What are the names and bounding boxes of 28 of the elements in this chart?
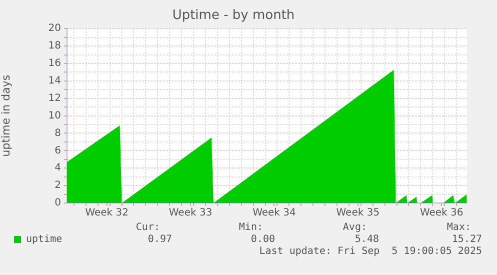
text: Cur: bbox=[136, 222, 160, 234]
text: 5.48 bbox=[354, 234, 379, 246]
x-tick-label: Week 34 bbox=[252, 208, 296, 219]
x-tick-label: Week 32 bbox=[85, 208, 129, 219]
y-tick-label: 16 bbox=[48, 58, 61, 70]
y-tick-label: 8 bbox=[54, 128, 61, 139]
text: 0.00 bbox=[250, 234, 275, 246]
y-axis-title: uptime in days bbox=[0, 74, 12, 157]
text: Last update: Fri Sep 5 19:00:05 2025 bbox=[259, 246, 482, 258]
text: Max: bbox=[446, 222, 471, 234]
text: 15.27 bbox=[452, 234, 482, 246]
y-tick-label: 14 bbox=[48, 76, 61, 87]
y-tick-label: 2 bbox=[54, 180, 61, 192]
y-tick-label: 0 bbox=[54, 198, 61, 209]
y-tick-label: 12 bbox=[48, 92, 61, 104]
y-tick-label: 4 bbox=[54, 162, 61, 174]
x-tick-label: Week 33 bbox=[168, 208, 212, 219]
text: Avg: bbox=[342, 222, 367, 234]
y-tick-label: 18 bbox=[48, 40, 61, 52]
y-tick-label: 10 bbox=[48, 110, 61, 122]
legend-label: uptime bbox=[26, 234, 62, 246]
x-tick-label: Week 35 bbox=[336, 208, 380, 219]
chart-title: Uptime - by month bbox=[172, 8, 295, 24]
y-tick-label: 20 bbox=[48, 23, 61, 34]
text: 0.97 bbox=[148, 234, 172, 246]
y-tick-label: 6 bbox=[54, 145, 61, 156]
text: Min: bbox=[238, 222, 263, 234]
x-tick-label: Week 36 bbox=[420, 208, 464, 219]
